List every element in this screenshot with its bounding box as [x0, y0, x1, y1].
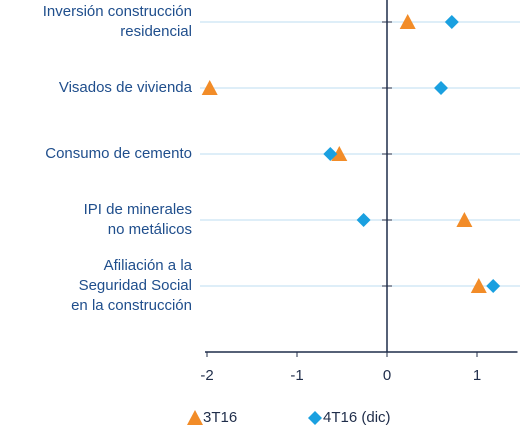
category-label: Seguridad Social: [79, 277, 192, 294]
marker-diamond: [434, 81, 448, 95]
category-label: Afiliación a la: [104, 257, 193, 274]
category-label: IPI de minerales: [84, 201, 192, 218]
marker-diamond: [486, 279, 501, 293]
category-label: Inversión construcción: [43, 3, 192, 20]
legend-label: 4T16 (dic): [323, 409, 391, 426]
category-label: Consumo de cemento: [45, 145, 192, 162]
category-label: no metálicos: [108, 221, 192, 238]
x-tick-label: 1: [473, 367, 481, 384]
x-tick-label: 0: [383, 367, 391, 384]
marker-triangle: [201, 80, 218, 95]
marker-diamond: [308, 411, 322, 425]
marker-triangle: [331, 146, 348, 161]
marker-diamond: [323, 147, 338, 161]
marker-triangle: [470, 278, 487, 293]
marker-triangle: [456, 212, 473, 227]
category-label: Visados de vivienda: [59, 79, 193, 96]
legend-label: 3T16: [203, 409, 237, 426]
x-tick-label: -2: [200, 367, 213, 384]
marker-diamond: [356, 213, 371, 227]
x-tick-label: -1: [290, 367, 303, 384]
category-label: residencial: [120, 23, 192, 40]
category-label: en la construcción: [71, 297, 192, 314]
marker-triangle: [399, 14, 416, 29]
marker-triangle: [187, 410, 203, 425]
marker-diamond: [444, 15, 459, 29]
